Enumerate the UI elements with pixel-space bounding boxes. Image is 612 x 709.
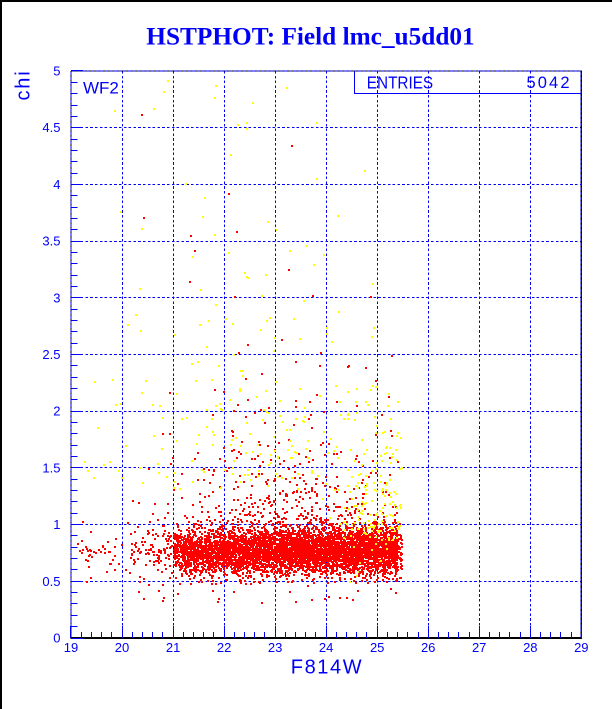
svg-text:23: 23 [268, 640, 282, 655]
svg-text:4.5: 4.5 [42, 120, 60, 135]
svg-text:1: 1 [53, 517, 60, 532]
svg-text:HSTPHOT: Field lmc_u5dd01: HSTPHOT: Field lmc_u5dd01 [146, 23, 474, 51]
svg-text:28: 28 [523, 640, 537, 655]
svg-text:0.5: 0.5 [42, 574, 60, 589]
svg-text:2.5: 2.5 [42, 347, 60, 362]
svg-text:F814W: F814W [291, 657, 363, 679]
svg-text:5: 5 [53, 64, 60, 79]
svg-text:2: 2 [53, 404, 60, 419]
svg-text:ENTRIES: ENTRIES [367, 73, 433, 92]
svg-text:29: 29 [574, 640, 588, 655]
svg-text:21: 21 [166, 640, 180, 655]
svg-text:22: 22 [217, 640, 231, 655]
svg-text:WF2: WF2 [83, 79, 119, 98]
svg-text:27: 27 [472, 640, 486, 655]
svg-text:26: 26 [421, 640, 435, 655]
svg-text:25: 25 [370, 640, 384, 655]
svg-text:chi: chi [13, 70, 35, 101]
svg-text:24: 24 [319, 640, 333, 655]
svg-text:20: 20 [115, 640, 129, 655]
svg-text:1.5: 1.5 [42, 460, 60, 475]
svg-text:4: 4 [53, 177, 60, 192]
svg-text:0: 0 [53, 631, 60, 646]
svg-text:3.5: 3.5 [42, 234, 60, 249]
svg-text:3: 3 [53, 290, 60, 305]
svg-text:19: 19 [64, 640, 78, 655]
